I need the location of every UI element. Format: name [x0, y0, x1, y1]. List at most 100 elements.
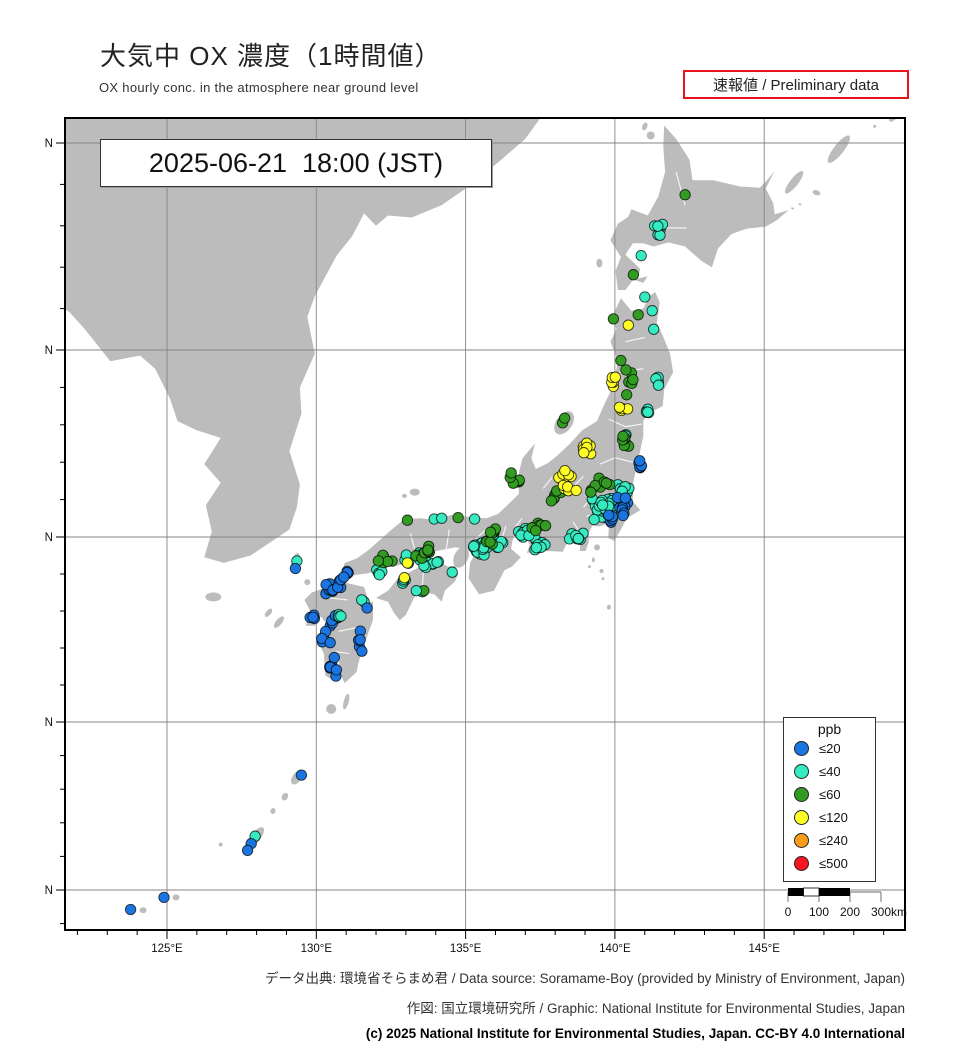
station-dot — [615, 354, 627, 367]
station-dot — [539, 520, 552, 532]
island — [798, 203, 802, 206]
prefecture-border-line — [338, 627, 357, 632]
island — [873, 124, 877, 128]
station-dot — [570, 484, 582, 497]
station-dot — [241, 844, 254, 857]
latitude-label: 45°N — [45, 138, 53, 150]
prefecture-border-line — [608, 418, 642, 428]
station-dot — [410, 585, 422, 597]
footer-graphic-credit: 作図: 国立環境研究所 / Graphic: National Institut… — [406, 1001, 905, 1016]
station-dot — [372, 555, 385, 567]
scale-bar: 0 100 200 300 km — [785, 887, 907, 919]
station-dot — [620, 364, 632, 376]
island — [599, 569, 604, 573]
island — [270, 808, 276, 814]
preliminary-badge-label: 速報値 / Preliminary data — [713, 77, 879, 94]
legend-row: ≤120 — [784, 806, 875, 829]
legend-color-dot — [794, 833, 809, 848]
legend-color-dot — [794, 810, 809, 825]
station-dot — [401, 557, 414, 569]
station-dot — [619, 492, 632, 504]
island — [304, 579, 311, 586]
station-dot — [559, 464, 571, 477]
station-dot — [596, 499, 609, 511]
island — [606, 604, 611, 610]
island — [601, 577, 605, 581]
island — [591, 557, 595, 563]
legend-color-dot — [794, 764, 809, 779]
axis-ticks — [56, 142, 885, 939]
legend-row: ≤500 — [784, 852, 875, 875]
station-dot — [338, 571, 350, 583]
prefecture-border-line — [445, 529, 450, 551]
scalebar-label: 200 — [840, 905, 860, 919]
station-dot — [679, 189, 691, 201]
station-dot — [468, 540, 480, 552]
scalebar-block-black — [819, 888, 850, 896]
legend-threshold-label: ≤60 — [819, 787, 841, 802]
prefecture-border-line — [542, 476, 553, 489]
station-dot — [572, 532, 584, 545]
land-kyushu — [304, 575, 373, 684]
footer-copyright: (c) 2025 National Institute for Environm… — [365, 1026, 905, 1041]
axis-labels: 125°E 130°E 135°E 140°E 145°E 45°N 40°N 35°N 30°… — [45, 138, 780, 955]
station-dot — [627, 373, 639, 386]
station-dot — [446, 566, 458, 578]
legend-threshold-label: ≤20 — [819, 741, 841, 756]
page-subtitle: OX hourly conc. in the atmosphere near g… — [99, 80, 419, 95]
island — [401, 493, 407, 498]
prefecture-border-line — [625, 337, 645, 343]
legend-rows: ≤20 ≤40 ≤60 ≤120 ≤240 ≤500 — [784, 737, 875, 875]
scalebar-unit: km — [891, 905, 907, 919]
land-continent — [65, 118, 541, 563]
legend-color-dot — [794, 856, 809, 871]
station-dot — [330, 664, 343, 676]
island — [343, 693, 350, 710]
scalebar-label: 300 — [871, 905, 891, 919]
station-dot — [356, 645, 368, 657]
station-dots — [124, 189, 691, 916]
station-dot — [588, 513, 600, 526]
longitude-label: 140°E — [599, 943, 631, 955]
island — [273, 616, 285, 628]
island — [784, 170, 804, 194]
station-dot — [530, 541, 543, 554]
station-dot — [600, 477, 613, 489]
station-dot — [289, 562, 302, 575]
island — [827, 135, 851, 163]
legend-color-dot — [794, 741, 809, 756]
timestamp-box: 2025-06-21 18:00 (JST) — [100, 139, 492, 187]
island — [281, 792, 289, 801]
legend-color-dot — [794, 787, 809, 802]
station-dot — [646, 305, 658, 317]
legend-row: ≤60 — [784, 783, 875, 806]
station-dot — [632, 309, 644, 321]
legend-threshold-label: ≤40 — [819, 764, 841, 779]
prefecture-border-line — [514, 517, 523, 528]
latitude-label: 40°N — [45, 345, 53, 357]
station-dot — [607, 313, 620, 325]
latitude-label: 25°N — [45, 885, 53, 897]
station-dot — [431, 556, 443, 568]
station-dot — [578, 447, 590, 459]
longitude-label: 135°E — [450, 943, 482, 955]
station-dot — [530, 524, 542, 537]
longitude-label: 130°E — [301, 943, 333, 955]
station-dot — [452, 511, 464, 524]
island — [453, 546, 469, 568]
legend-title: ppb — [817, 721, 842, 737]
island — [596, 258, 603, 268]
scalebar-block-black — [788, 888, 804, 896]
island — [594, 544, 600, 551]
station-dot — [398, 572, 411, 584]
longitude-label: 125°E — [151, 943, 183, 955]
scalebar-label: 0 — [785, 905, 792, 919]
station-dot — [436, 512, 448, 524]
japan-ox-map: 125°E 130°E 135°E 140°E 145°E 45°N 40°N 35°N 30°… — [45, 117, 906, 955]
latitude-label: 30°N — [45, 717, 53, 729]
scalebar-block-white — [803, 887, 820, 897]
map-frame — [64, 117, 906, 931]
station-dot — [505, 467, 517, 479]
station-dot — [354, 634, 366, 646]
island — [646, 131, 655, 140]
